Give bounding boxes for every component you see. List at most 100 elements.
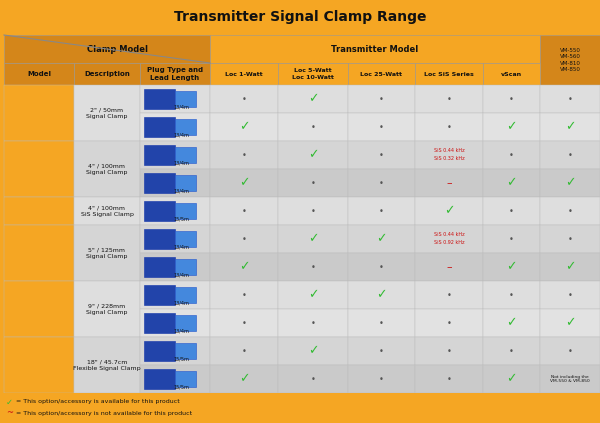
Bar: [415, 63, 483, 85]
Bar: [140, 197, 210, 225]
Text: •: •: [379, 319, 384, 327]
Bar: [140, 365, 210, 393]
Bar: [140, 63, 210, 85]
Bar: [210, 281, 278, 309]
Bar: [483, 197, 540, 225]
Bar: [483, 309, 540, 337]
Bar: [175, 147, 196, 163]
Text: ✓: ✓: [239, 121, 249, 134]
Bar: [140, 85, 210, 113]
Text: 13/4m: 13/4m: [173, 132, 189, 137]
Bar: [210, 365, 278, 393]
Bar: [540, 197, 600, 225]
Bar: [175, 287, 196, 303]
Text: •: •: [379, 374, 384, 384]
Bar: [74, 63, 140, 85]
Text: •: •: [311, 374, 316, 384]
Bar: [4, 197, 74, 225]
Text: ✓: ✓: [506, 373, 517, 385]
Bar: [348, 337, 415, 365]
Bar: [4, 35, 210, 63]
Text: –: –: [446, 262, 452, 272]
Text: Loc 1-Watt: Loc 1-Watt: [225, 71, 263, 77]
Bar: [140, 169, 210, 197]
Text: •: •: [311, 123, 316, 132]
Text: •: •: [379, 123, 384, 132]
Bar: [278, 85, 348, 113]
Text: ✓: ✓: [506, 316, 517, 330]
Bar: [483, 113, 540, 141]
Bar: [540, 253, 600, 281]
Bar: [540, 337, 600, 365]
Bar: [348, 63, 415, 85]
Text: = This option/accessory is not available for this product: = This option/accessory is not available…: [16, 410, 192, 415]
Bar: [175, 371, 196, 387]
Text: ✓: ✓: [6, 398, 13, 407]
Text: Not including the
VM-550 & VM-850: Not including the VM-550 & VM-850: [550, 374, 590, 384]
Bar: [144, 341, 175, 361]
Bar: [483, 337, 540, 365]
Bar: [348, 281, 415, 309]
Bar: [140, 141, 210, 169]
Text: ✓: ✓: [506, 261, 517, 274]
Bar: [210, 253, 278, 281]
Text: 18" / 45.7cm
Flexible Signal Clamp: 18" / 45.7cm Flexible Signal Clamp: [73, 360, 141, 371]
Text: ~: ~: [6, 409, 13, 418]
Bar: [175, 343, 196, 359]
Bar: [540, 35, 600, 85]
Text: •: •: [311, 179, 316, 187]
Bar: [278, 113, 348, 141]
Bar: [278, 337, 348, 365]
Bar: [278, 281, 348, 309]
Text: •: •: [379, 179, 384, 187]
Bar: [415, 197, 483, 225]
Text: •: •: [509, 234, 514, 244]
Text: ✓: ✓: [376, 288, 387, 302]
Text: •: •: [446, 94, 451, 104]
Bar: [144, 173, 175, 193]
Text: •: •: [568, 206, 572, 215]
Text: •: •: [446, 374, 451, 384]
Text: Description: Description: [84, 71, 130, 77]
Text: •: •: [568, 234, 572, 244]
Text: SiS 0.92 kHz: SiS 0.92 kHz: [434, 241, 464, 245]
Text: 13/4m: 13/4m: [173, 300, 189, 305]
Text: •: •: [242, 94, 247, 104]
Bar: [144, 89, 175, 109]
Bar: [144, 201, 175, 221]
Text: ✓: ✓: [565, 261, 575, 274]
Text: •: •: [509, 94, 514, 104]
Text: •: •: [242, 346, 247, 355]
Bar: [4, 85, 74, 141]
Text: •: •: [446, 319, 451, 327]
Bar: [0, 0, 600, 35]
Bar: [483, 85, 540, 113]
Bar: [175, 175, 196, 191]
Bar: [144, 229, 175, 249]
Bar: [540, 141, 600, 169]
Bar: [540, 169, 600, 197]
Bar: [483, 169, 540, 197]
Bar: [210, 309, 278, 337]
Bar: [540, 85, 600, 113]
Bar: [140, 309, 210, 337]
Text: Transmitter Signal Clamp Range: Transmitter Signal Clamp Range: [174, 11, 426, 25]
Text: Model: Model: [27, 71, 51, 77]
Bar: [210, 169, 278, 197]
Bar: [144, 369, 175, 389]
Bar: [140, 113, 210, 141]
Text: SiS 0.44 kHz: SiS 0.44 kHz: [434, 233, 464, 237]
Bar: [415, 253, 483, 281]
Bar: [140, 253, 210, 281]
Bar: [74, 225, 140, 281]
Text: •: •: [509, 151, 514, 159]
Text: •: •: [242, 319, 247, 327]
Text: VM-550
VM-560
VM-810
VM-850: VM-550 VM-560 VM-810 VM-850: [560, 48, 580, 72]
Text: 13/4m: 13/4m: [173, 244, 189, 250]
Text: 15/5m: 15/5m: [173, 357, 189, 362]
Bar: [540, 281, 600, 309]
Bar: [348, 365, 415, 393]
Bar: [175, 231, 196, 247]
Bar: [74, 197, 140, 225]
Bar: [415, 225, 483, 253]
